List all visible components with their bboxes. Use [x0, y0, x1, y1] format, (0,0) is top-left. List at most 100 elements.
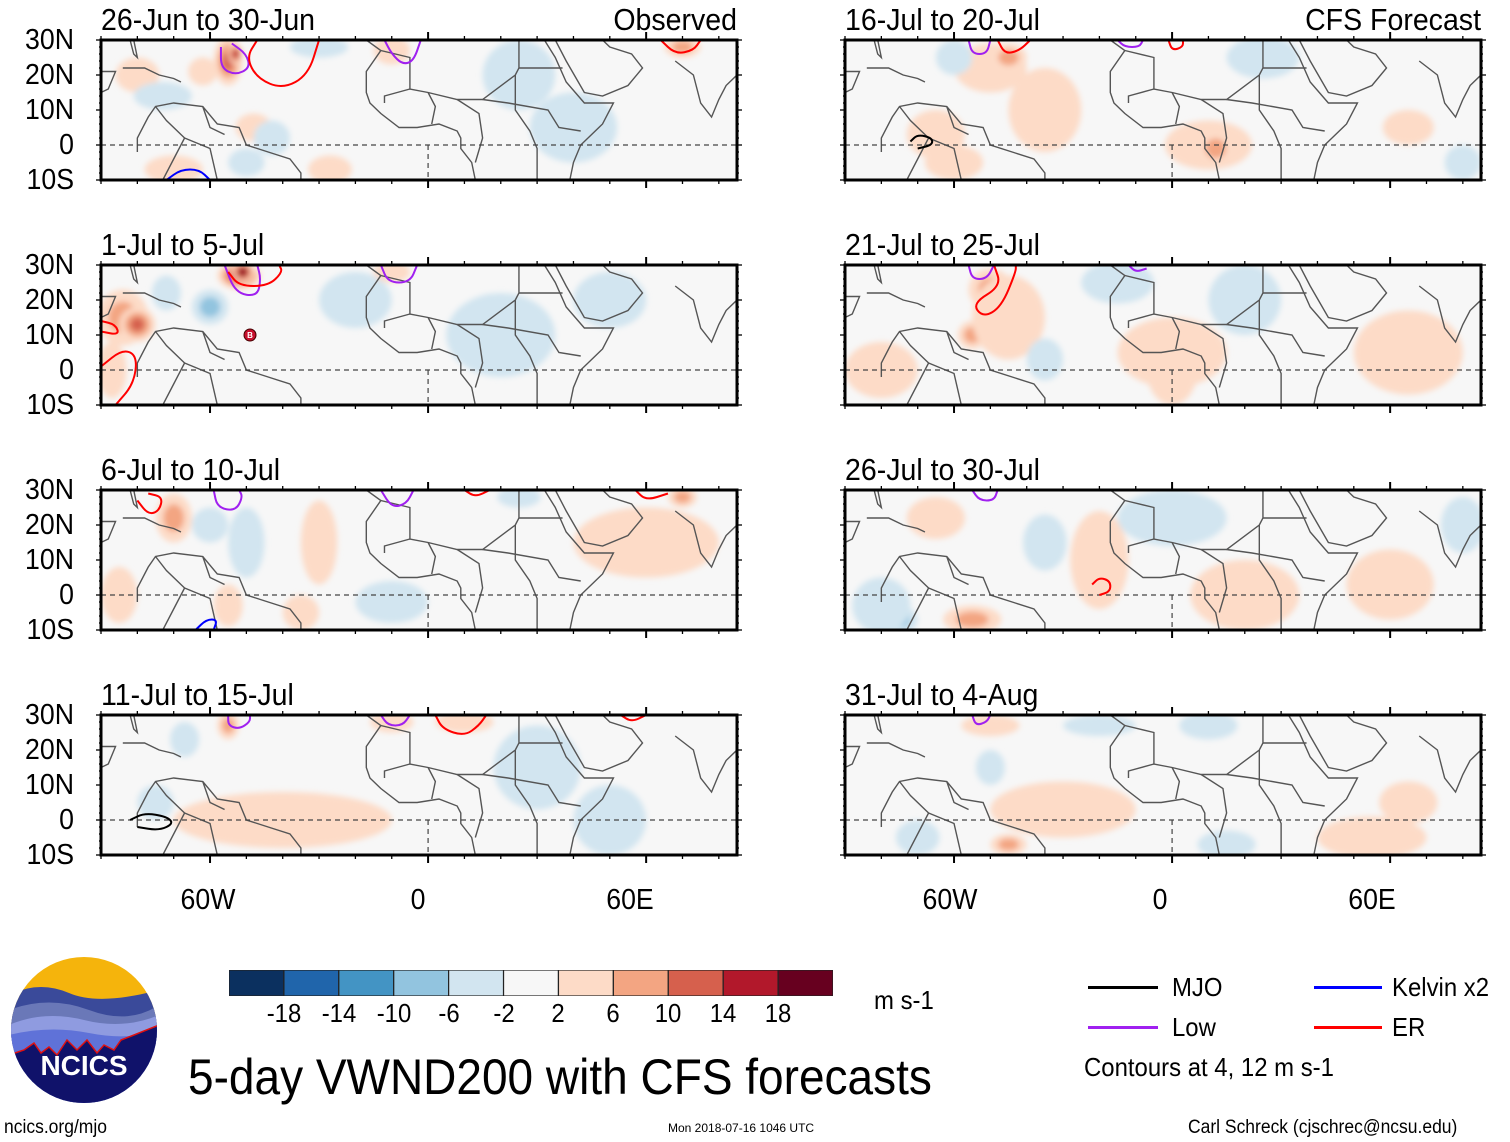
- coastline: [202, 106, 225, 136]
- coastline: [514, 75, 538, 180]
- anomaly-shade: [1441, 497, 1481, 553]
- site-url[interactable]: ncics.org/mjo: [4, 1117, 107, 1138]
- anomaly-shade: [222, 717, 235, 734]
- coastline: [1287, 265, 1359, 405]
- map-panel-p8: [840, 707, 1486, 863]
- anomaly-shade: [573, 507, 719, 578]
- anomaly-shade: [1117, 490, 1227, 546]
- anomaly-shade: [369, 715, 414, 733]
- coastline: [1258, 75, 1282, 180]
- wave-contour: [659, 40, 702, 54]
- coastline: [1200, 548, 1228, 613]
- coastline: [184, 137, 218, 180]
- coastline: [1258, 750, 1282, 855]
- coastline: [866, 742, 926, 758]
- wave-contour: [967, 40, 992, 56]
- coastline: [1298, 265, 1388, 322]
- coastline: [866, 292, 926, 308]
- anomaly-shade: [1379, 781, 1438, 824]
- anomaly-shade: [1317, 816, 1427, 855]
- coastline: [136, 327, 302, 405]
- wave-contour: [975, 265, 1017, 316]
- coastline: [1226, 773, 1325, 807]
- coastline: [880, 327, 1046, 405]
- ytick-label: 10N: [25, 544, 74, 576]
- anomaly-shade: [144, 155, 203, 180]
- legend-label-kelvin: Kelvin x2: [1392, 972, 1490, 1002]
- coastline: [928, 587, 962, 630]
- wave-contour: [223, 265, 261, 297]
- coastline: [129, 40, 139, 60]
- coastline: [129, 265, 139, 285]
- colorbar-swatch: [502, 970, 560, 996]
- coastline: [122, 517, 182, 533]
- coastline: [136, 102, 302, 180]
- coastline: [383, 88, 411, 103]
- anomaly-shade: [199, 297, 221, 317]
- xtick-label-left-0: 0: [410, 884, 426, 916]
- map-panel-p3: [96, 482, 742, 638]
- anomaly-shade: [972, 275, 1045, 360]
- anomaly-shade: [955, 611, 989, 628]
- coastline: [554, 490, 644, 547]
- anomaly-shade: [998, 838, 1019, 851]
- anomaly-shade: [282, 595, 320, 630]
- colorbar-tick-label: 6: [606, 998, 621, 1028]
- anomaly-shade: [188, 57, 218, 86]
- timestamp: Mon 2018-07-16 1046 UTC: [668, 1121, 815, 1135]
- coastline: [514, 750, 538, 855]
- coastline: [1298, 490, 1388, 547]
- wave-contour: [967, 265, 995, 281]
- coastline: [880, 552, 1046, 630]
- coastline: [122, 742, 182, 758]
- wave-contour: [1091, 577, 1112, 596]
- anomaly-shade: [130, 317, 145, 332]
- ytick-label: 10S: [26, 614, 75, 646]
- ytick-label: 30N: [25, 474, 74, 506]
- anomaly-shade: [191, 507, 229, 543]
- anomaly-shade: [240, 269, 246, 275]
- coastline: [674, 40, 737, 119]
- ytick-label: 0: [59, 579, 74, 611]
- anomaly-shade: [1023, 514, 1067, 571]
- coastline: [873, 715, 883, 735]
- coastline: [1226, 323, 1325, 357]
- ytick-label: 30N: [25, 699, 74, 731]
- coastline: [898, 781, 930, 855]
- tropical-storm-icon: [243, 328, 257, 342]
- coastline: [184, 812, 218, 855]
- coastline: [845, 715, 861, 769]
- coastline: [154, 556, 186, 630]
- coastline: [554, 265, 644, 322]
- wave-contour: [227, 265, 283, 288]
- anomaly-shade: [998, 49, 1019, 66]
- coastline: [101, 265, 117, 319]
- wave-contour: [136, 492, 163, 515]
- colorbar-swatch: [612, 970, 669, 996]
- panel-title: 21-Jul to 25-Jul: [845, 227, 1040, 262]
- wave-contour: [101, 320, 119, 335]
- panel-title: 1-Jul to 5-Jul: [101, 227, 265, 262]
- anomaly-shade: [163, 504, 184, 532]
- coastline: [873, 490, 883, 510]
- coastline: [1418, 40, 1481, 119]
- anomaly-shade: [300, 500, 338, 585]
- colorbar-swatch: [557, 970, 614, 996]
- anomaly-shade: [1070, 511, 1129, 609]
- coastline: [880, 777, 1046, 855]
- anomaly-shade: [1197, 830, 1256, 855]
- anomaly-shade: [355, 581, 429, 623]
- coastline: [674, 715, 737, 794]
- colorbar-tick-label: -2: [492, 998, 515, 1028]
- panel-title: 26-Jun to 30-Jun: [101, 2, 316, 37]
- coastline: [1200, 773, 1228, 838]
- anomaly-shade: [115, 57, 160, 93]
- legend-label-mjo: MJO: [1172, 972, 1223, 1002]
- ytick-label: 30N: [25, 24, 74, 56]
- panel-title: 11-Jul to 15-Jul: [101, 677, 294, 712]
- map-background: [101, 265, 737, 405]
- ytick-label: 10S: [26, 389, 75, 421]
- colorbar-tick-label: -10: [376, 998, 411, 1028]
- coastline: [1418, 490, 1481, 569]
- coastline: [122, 292, 182, 308]
